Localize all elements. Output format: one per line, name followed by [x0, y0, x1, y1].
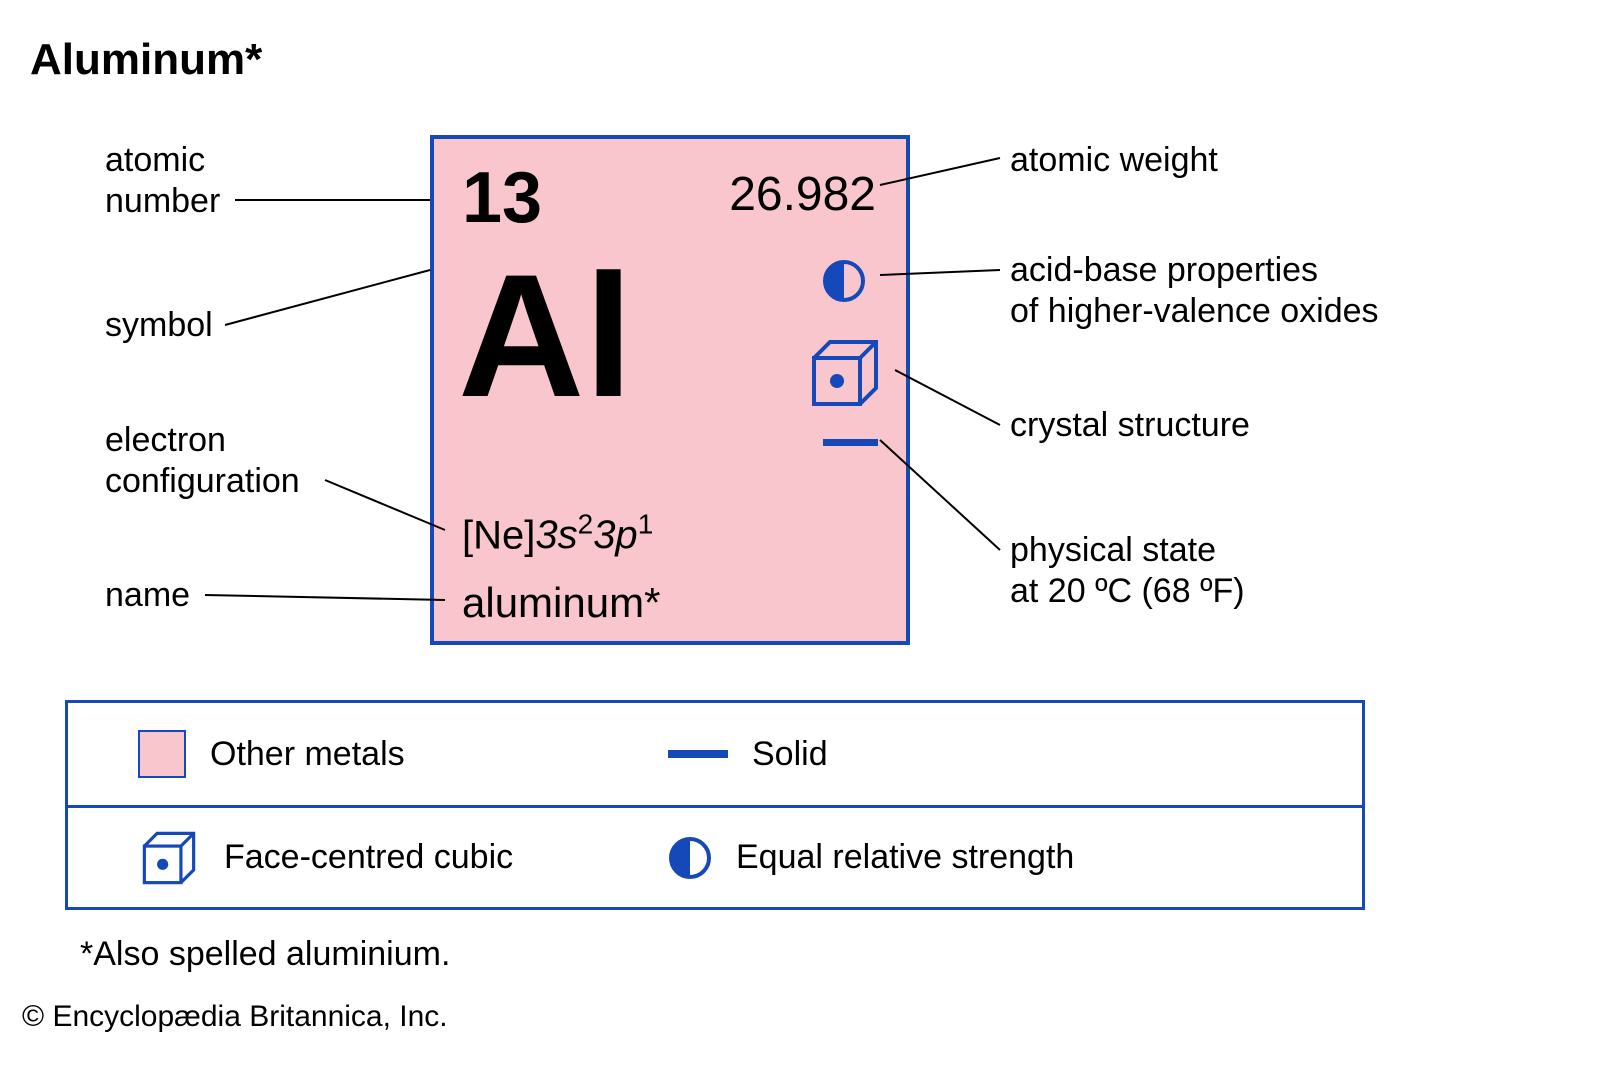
legend-item-solid: Solid — [598, 735, 1298, 774]
legend-row-1: Other metals Solid — [68, 703, 1362, 805]
legend-item-other-metals: Other metals — [68, 730, 598, 778]
legend-item-equal-strength: Equal relative strength — [598, 836, 1298, 880]
legend-label: Equal relative strength — [736, 838, 1074, 877]
legend-item-fcc: Face-centred cubic — [68, 827, 598, 889]
leader-lines — [0, 0, 1600, 700]
legend-label: Solid — [752, 735, 828, 774]
half-circle-icon — [668, 836, 712, 880]
solid-line-icon — [668, 750, 728, 758]
footnote: *Also spelled aluminium. — [80, 935, 450, 974]
legend: Other metals Solid Face-centred cubic Eq… — [65, 700, 1365, 910]
legend-row-2: Face-centred cubic Equal relative streng… — [68, 805, 1362, 907]
swatch-icon — [138, 730, 186, 778]
copyright: © Encyclopædia Britannica, Inc. — [22, 1000, 448, 1034]
legend-label: Face-centred cubic — [224, 838, 513, 877]
cube-icon — [138, 827, 200, 889]
legend-label: Other metals — [210, 735, 405, 774]
